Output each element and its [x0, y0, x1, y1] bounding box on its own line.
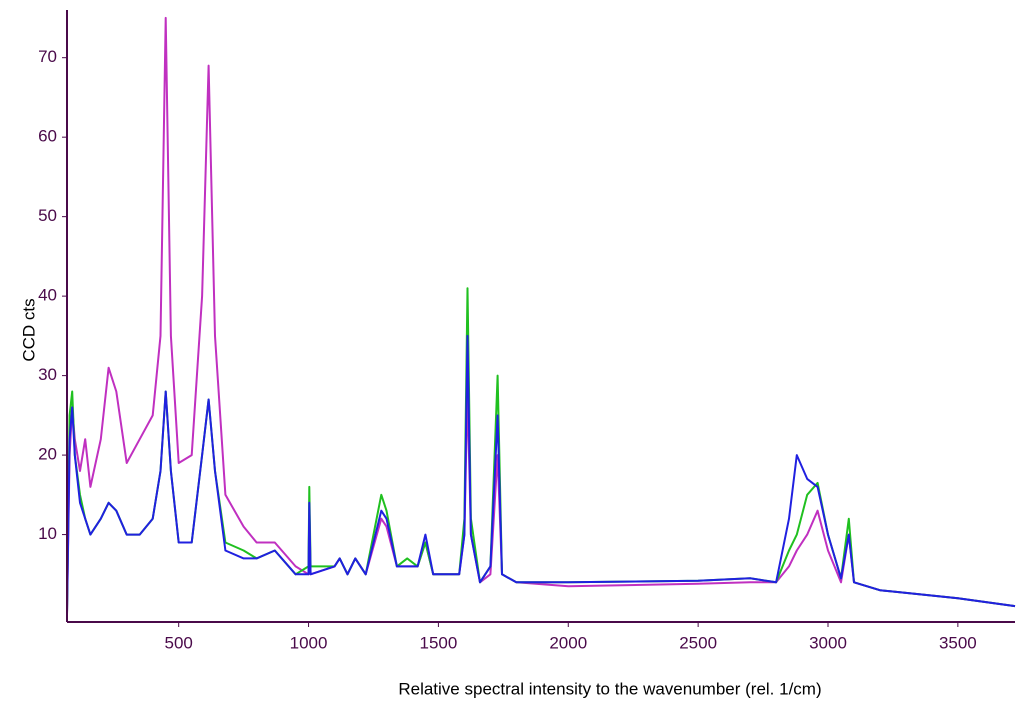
x-tick-label: 3500 — [939, 633, 977, 652]
x-tick-label: 1500 — [419, 633, 457, 652]
x-tick-label: 1000 — [290, 633, 328, 652]
series-line — [66, 16, 1016, 615]
y-axis-label: CCD cts — [19, 298, 38, 361]
y-tick-label: 50 — [38, 206, 57, 225]
x-tick-label: 2000 — [549, 633, 587, 652]
series-line — [66, 334, 1016, 615]
series-line — [66, 287, 1016, 615]
x-tick-label: 2500 — [679, 633, 717, 652]
y-tick-label: 30 — [38, 365, 57, 384]
y-tick-label: 10 — [38, 524, 57, 543]
y-tick-label: 20 — [38, 445, 57, 464]
x-tick-label: 3000 — [809, 633, 847, 652]
y-tick-label: 60 — [38, 127, 57, 146]
x-axis-label: Relative spectral intensity to the waven… — [398, 679, 821, 698]
y-tick-label: 40 — [38, 286, 57, 305]
x-tick-label: 500 — [164, 633, 192, 652]
y-tick-label: 70 — [38, 47, 57, 66]
